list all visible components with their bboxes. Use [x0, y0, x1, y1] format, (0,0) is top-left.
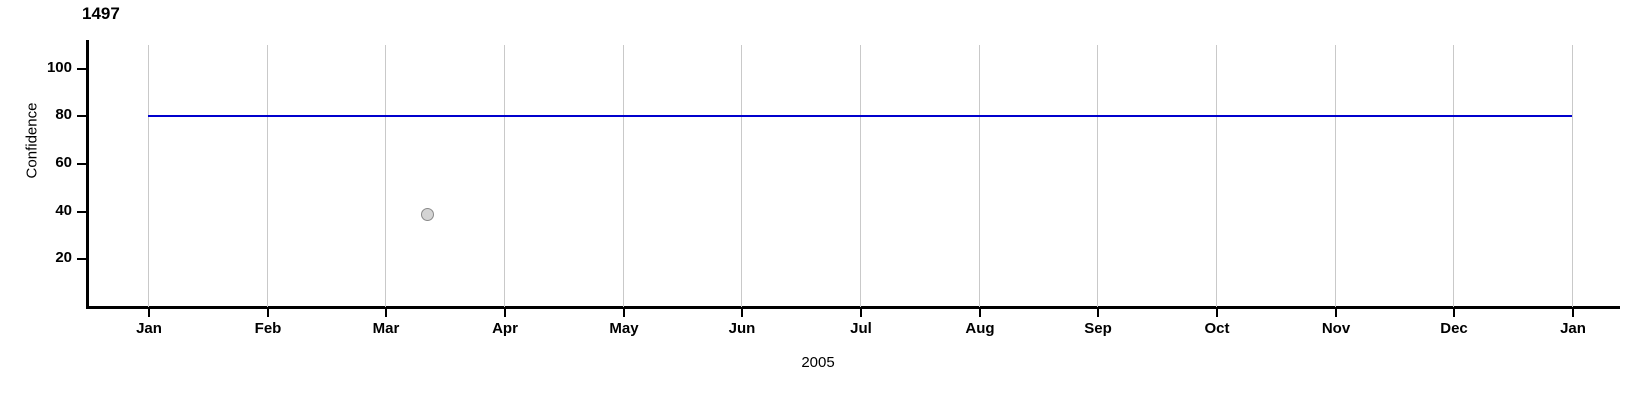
- gridline-apr-3: [504, 45, 505, 307]
- x-axis-tick-label: Jan: [1560, 320, 1586, 337]
- x-axis-tick: [385, 309, 387, 317]
- y-axis-tick: [77, 210, 87, 213]
- gridline-feb-1: [267, 45, 268, 307]
- x-axis-tick: [1335, 309, 1337, 317]
- y-axis-tick-label: 40: [55, 201, 72, 219]
- x-axis-tick-label: Mar: [372, 320, 400, 337]
- gridline-jun-5: [741, 45, 742, 307]
- x-axis-tick: [860, 309, 862, 317]
- gridline-may-4: [623, 45, 624, 307]
- x-axis-tick-label: May: [609, 320, 639, 337]
- x-axis-tick: [1097, 309, 1099, 317]
- x-axis-tick-label: Oct: [1204, 320, 1230, 337]
- x-axis-tick: [504, 309, 506, 317]
- y-axis-tick: [77, 67, 87, 70]
- x-axis-tick-label: Nov: [1321, 320, 1351, 337]
- y-axis-tick: [77, 258, 87, 261]
- gridline-aug-7: [979, 45, 980, 307]
- x-axis-title: 2005: [801, 354, 835, 371]
- gridline-jan-12: [1572, 45, 1573, 307]
- x-axis-tick-label: Jun: [728, 320, 756, 337]
- x-axis-tick-label: Apr: [492, 320, 518, 337]
- x-axis-tick: [1572, 309, 1574, 317]
- data-point[interactable]: [420, 208, 434, 222]
- x-axis-tick: [267, 309, 269, 317]
- gridline-oct-9: [1216, 45, 1217, 307]
- y-axis-tick: [77, 163, 87, 166]
- x-axis-line: [88, 306, 1620, 309]
- x-axis-tick: [148, 309, 150, 317]
- x-axis-tick: [979, 309, 981, 317]
- y-axis-tick: [77, 115, 87, 118]
- gridline-nov-10: [1335, 45, 1336, 307]
- x-axis-tick-label: Jan: [136, 320, 162, 337]
- gridline-mar-2: [385, 45, 386, 307]
- x-axis-tick-label: Jul: [850, 320, 872, 337]
- gridline-sep-8: [1097, 45, 1098, 307]
- gridline-jul-6: [860, 45, 861, 307]
- threshold-line: [148, 115, 1572, 117]
- x-axis-tick-label: Sep: [1084, 320, 1112, 337]
- x-axis-tick: [1216, 309, 1218, 317]
- y-axis-tick-label: 100: [46, 58, 72, 76]
- gridline-jan-0: [148, 45, 149, 307]
- x-axis-tick-label: Dec: [1440, 320, 1468, 337]
- x-axis-tick-label: Feb: [254, 320, 282, 337]
- x-axis-tick: [741, 309, 743, 317]
- x-axis-tick: [623, 309, 625, 317]
- gridline-dec-11: [1453, 45, 1454, 307]
- y-axis-tick-label: 20: [55, 249, 72, 267]
- x-axis-tick: [1453, 309, 1455, 317]
- chart-title: 1497: [82, 4, 120, 23]
- y-axis-line: [86, 40, 89, 309]
- y-axis-tick-label: 60: [55, 154, 72, 172]
- y-axis-tick-label: 80: [55, 106, 72, 124]
- x-axis-tick-label: Aug: [965, 320, 995, 337]
- y-axis-title: Confidence: [23, 102, 41, 179]
